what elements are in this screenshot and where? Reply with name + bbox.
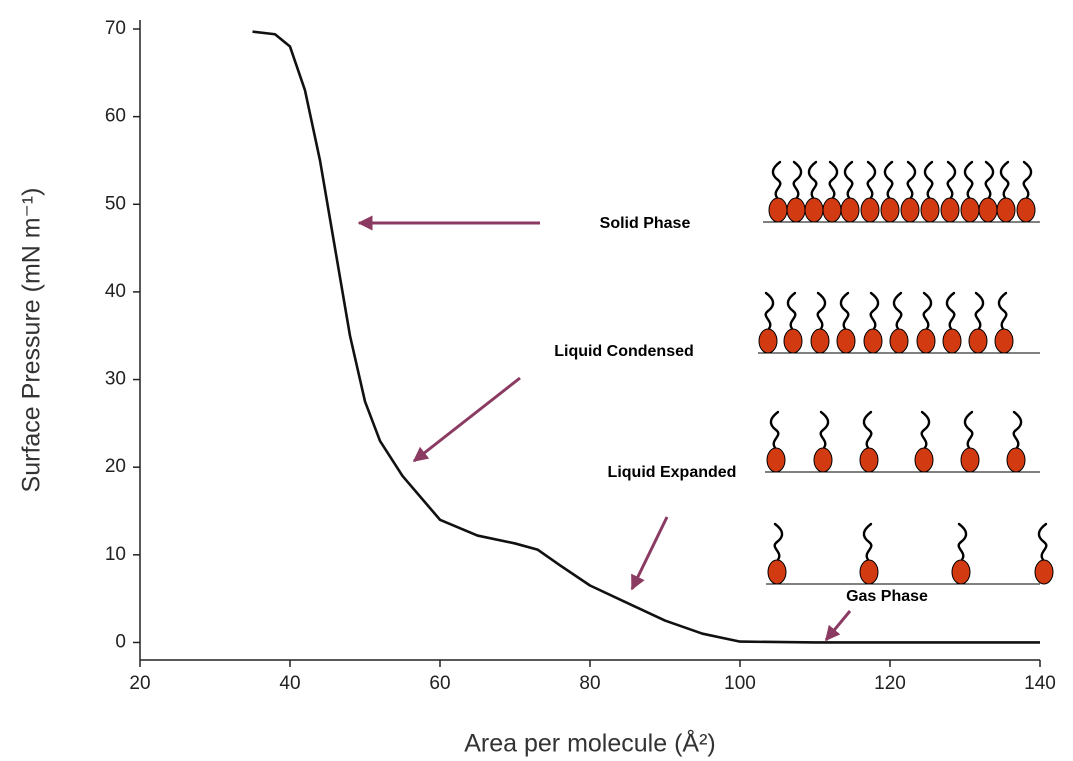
lipid-tail [906, 160, 917, 201]
annotation-arrow [824, 610, 852, 642]
y-axis-label: Surface Pressure (mN m⁻¹) [18, 188, 46, 493]
lipid-head [940, 197, 960, 223]
lipid-head [889, 328, 909, 354]
lipid-head [840, 197, 860, 223]
lipid-tail [957, 522, 968, 563]
lipid-head [916, 328, 936, 354]
x-tick-label: 80 [579, 673, 600, 694]
x-tick-label: 40 [279, 673, 300, 694]
lipid-tail [963, 160, 974, 201]
lipid-head [996, 197, 1016, 223]
y-tick-label: 10 [105, 544, 126, 565]
lipid-tail [862, 410, 873, 451]
x-tick-label: 120 [874, 673, 906, 694]
lipid-tail [945, 291, 956, 332]
y-tick-label: 20 [105, 456, 126, 477]
lipid-tail [786, 291, 797, 332]
lipid-head [880, 197, 900, 223]
y-tick-label: 30 [105, 369, 126, 390]
lipid-tail [839, 291, 850, 332]
lipid-head [813, 447, 833, 473]
x-tick-label: 100 [724, 673, 756, 694]
lipid-tail [999, 160, 1010, 201]
lipid-head [767, 559, 787, 585]
lipid-tail [892, 291, 903, 332]
data-line [252, 30, 1040, 644]
y-tick-label: 40 [105, 281, 126, 302]
lipid-tail [1037, 522, 1048, 563]
lipid-tail [819, 410, 830, 451]
lipid-head [960, 197, 980, 223]
annotation: Liquid Condensed [554, 343, 694, 360]
lipid-tail [816, 291, 827, 332]
y-tick-label: 70 [105, 18, 126, 39]
annotation: Gas Phase [846, 588, 928, 605]
y-tick-label: 60 [105, 106, 126, 127]
annotation: Liquid Expanded [608, 464, 737, 481]
lipid-tail [922, 291, 933, 332]
lipid-tail [764, 291, 775, 332]
lipid-head [766, 447, 786, 473]
lipid-tail [923, 160, 934, 201]
lipid-head [920, 197, 940, 223]
lipid-tail [883, 160, 894, 201]
lipid-head [810, 328, 830, 354]
y-tick-label: 50 [105, 193, 126, 214]
lipid-head [804, 197, 824, 223]
lipid-tail [1022, 160, 1033, 201]
x-axis-label: Area per molecule (Å²) [464, 728, 715, 758]
lipid-head [822, 197, 842, 223]
lipid-head [914, 447, 934, 473]
lipid-head [951, 559, 971, 585]
lipid-tail [869, 291, 880, 332]
lipid-head [960, 447, 980, 473]
y-tick-label: 0 [115, 631, 126, 652]
lipid-head [860, 197, 880, 223]
lipid-tail [771, 160, 782, 201]
x-tick-label: 60 [429, 673, 450, 694]
lipid-head [859, 559, 879, 585]
lipid-head [942, 328, 962, 354]
lipid-tail [828, 160, 839, 201]
lipid-tail [920, 410, 931, 451]
x-tick-label: 140 [1024, 673, 1056, 694]
annotation-arrow [630, 516, 669, 591]
annotation-arrow [412, 376, 521, 463]
lipid-tail [984, 160, 995, 201]
lipid-tail [1012, 410, 1023, 451]
lipid-head [968, 328, 988, 354]
annotation: Solid Phase [600, 215, 691, 232]
lipid-head [783, 328, 803, 354]
x-tick-label: 20 [129, 673, 150, 694]
lipid-tail [773, 522, 784, 563]
lipid-tail [843, 160, 854, 201]
lipid-head [786, 197, 806, 223]
lipid-head [1006, 447, 1026, 473]
lipid-head [863, 328, 883, 354]
lipid-head [1034, 559, 1054, 585]
lipid-tail [997, 291, 1008, 332]
lipid-head [758, 328, 778, 354]
lipid-head [978, 197, 998, 223]
lipid-tail [792, 160, 803, 201]
lipid-tail [974, 291, 985, 332]
lipid-tail [769, 410, 780, 451]
lipid-head [859, 447, 879, 473]
lipid-tail [963, 410, 974, 451]
lipid-head [900, 197, 920, 223]
lipid-head [1016, 197, 1036, 223]
lipid-head [994, 328, 1014, 354]
lipid-head [836, 328, 856, 354]
lipid-tail [866, 160, 877, 201]
lipid-tail [807, 160, 818, 201]
lipid-tail [862, 522, 873, 563]
lipid-tail [946, 160, 957, 201]
lipid-head [768, 197, 788, 223]
